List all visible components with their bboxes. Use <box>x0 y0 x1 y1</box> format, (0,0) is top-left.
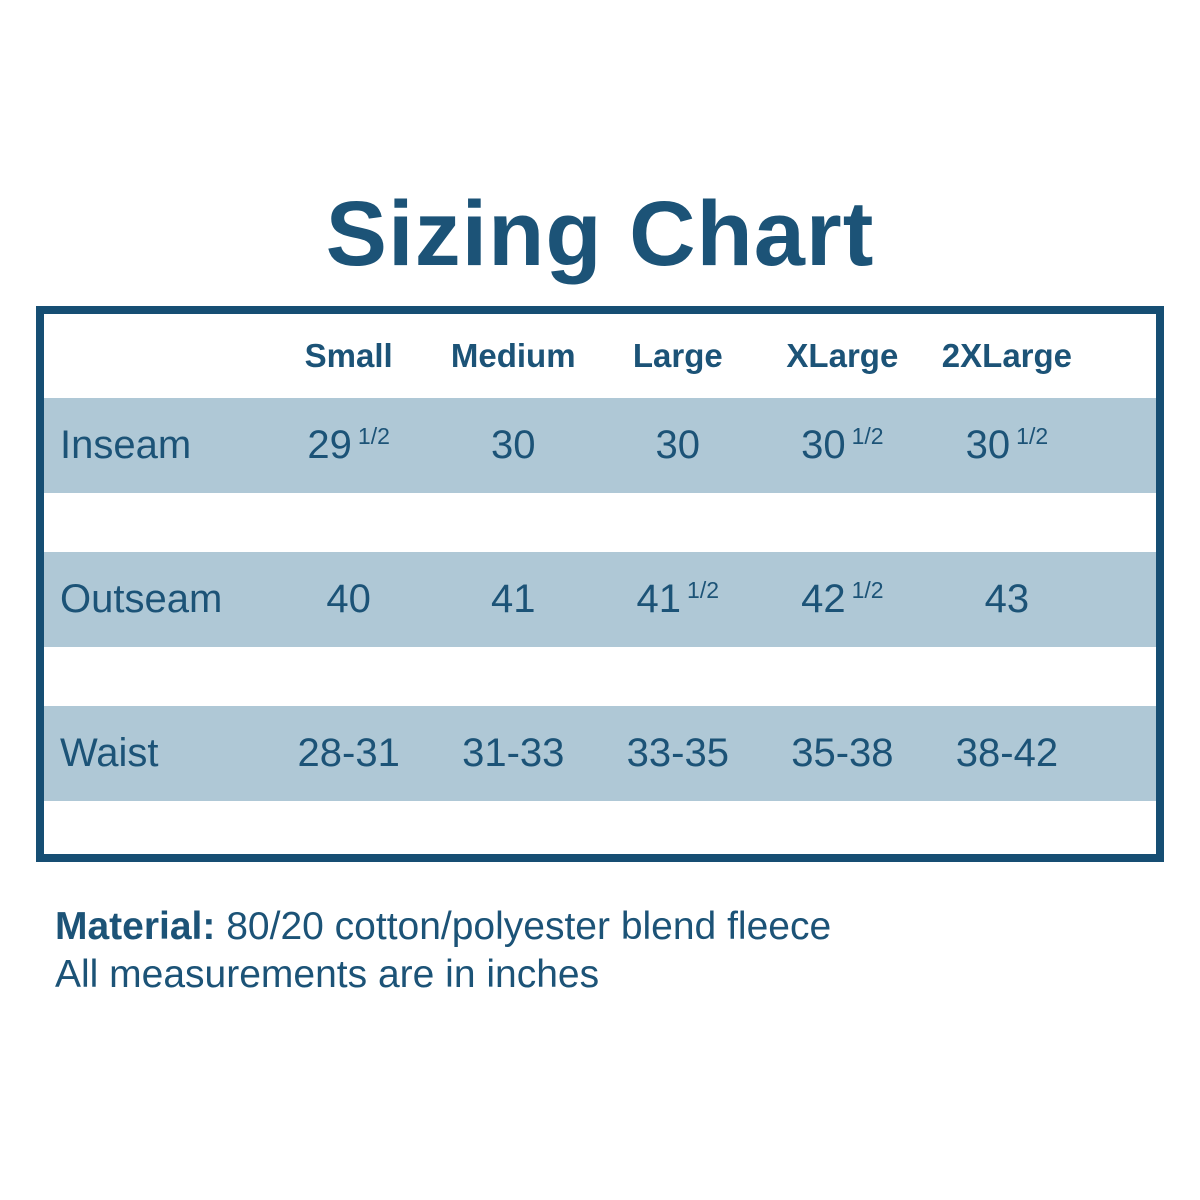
measurement-note: All measurements are in inches <box>55 953 600 996</box>
size-value: 41 <box>490 577 536 621</box>
table-body: Inseam 29 1/2 30 30 30 1/2 30 1/2 Outseam 40 41 41 1/… <box>44 398 1156 854</box>
row-label: Outseam <box>60 577 223 621</box>
row-label: Inseam <box>60 423 192 467</box>
fraction: 1/2 <box>851 576 884 603</box>
column-header-2xlarge: 2XLarge <box>941 337 1073 374</box>
fraction: 1/2 <box>687 576 720 603</box>
size-value: 41 1/2 <box>636 576 720 621</box>
material-label: Material: <box>55 905 216 948</box>
column-header-small: Small <box>304 337 393 374</box>
size-value: 30 <box>655 423 701 467</box>
sizing-table: Small Medium Large XLarge 2XLarge Inseam… <box>36 306 1164 862</box>
column-header-large: Large <box>632 337 723 374</box>
table-header-row: Small Medium Large XLarge 2XLarge <box>44 314 1156 398</box>
size-value: 33-35 <box>626 731 729 775</box>
size-value: 30 1/2 <box>801 422 884 467</box>
size-value: 35-38 <box>791 731 894 775</box>
table-row: Waist 28-31 31-33 33-35 35-38 38-42 <box>44 706 1156 801</box>
fraction: 1/2 <box>357 422 390 449</box>
size-value: 42 1/2 <box>801 576 884 621</box>
fraction: 1/2 <box>851 422 884 449</box>
size-value: 38-42 <box>955 731 1059 775</box>
size-value: 29 1/2 <box>307 422 390 467</box>
table-row: Outseam 40 41 41 1/2 42 1/2 43 <box>44 552 1156 647</box>
column-header-medium: Medium <box>450 337 576 374</box>
column-header-xlarge: XLarge <box>786 337 899 374</box>
spacer-row <box>44 647 1156 706</box>
size-value: 30 <box>490 423 536 467</box>
page-title: Sizing Chart <box>325 183 875 285</box>
size-value: 43 <box>984 577 1030 621</box>
table-row: Inseam 29 1/2 30 30 30 1/2 30 1/2 <box>44 398 1156 493</box>
spacer-row <box>44 493 1156 552</box>
spacer-row <box>44 801 1156 854</box>
material-value: 80/20 cotton/polyester blend fleece <box>226 905 832 948</box>
material-line: Material: 80/20 cotton/polyester blend f… <box>55 903 831 951</box>
size-value: 40 <box>326 577 371 621</box>
size-value: 30 1/2 <box>965 422 1049 467</box>
footer-notes: Material: 80/20 cotton/polyester blend f… <box>55 903 831 999</box>
fraction: 1/2 <box>1016 422 1049 449</box>
size-value: 28-31 <box>297 731 400 775</box>
size-value: 31-33 <box>462 731 565 775</box>
row-label: Waist <box>60 731 159 775</box>
